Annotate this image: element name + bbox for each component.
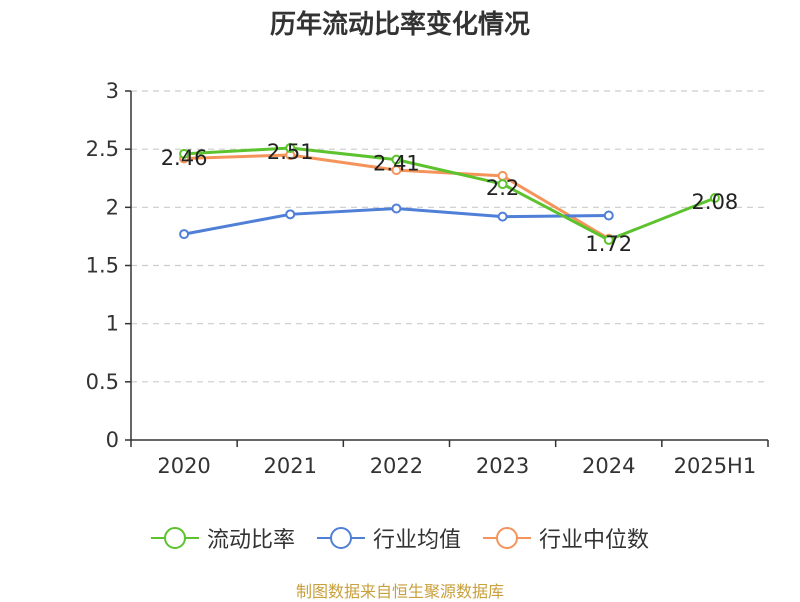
legend-item-industry-median[interactable]: 行业中位数	[483, 522, 649, 554]
data-label: 2.2	[486, 176, 519, 200]
data-point	[285, 143, 296, 154]
x-tick-label: 2023	[476, 454, 529, 478]
data-source-note: 制图数据来自恒生聚源数据库	[295, 582, 504, 601]
y-tick-label: 2.5	[86, 137, 119, 161]
data-point	[603, 210, 614, 221]
legend-line-icon	[316, 525, 365, 551]
data-label: 2.46	[161, 146, 208, 170]
data-point	[391, 154, 402, 165]
legend-label: 流动比率	[206, 528, 295, 553]
legend-item-industry-mean[interactable]: 行业均值	[316, 522, 461, 554]
legend-label: 行业中位数	[539, 528, 650, 553]
y-tick-label: 2	[106, 195, 119, 219]
data-label: 2.08	[692, 190, 739, 214]
data-point	[709, 193, 720, 204]
grid-lines	[131, 90, 768, 383]
data-point	[497, 211, 508, 222]
data-label: 2.41	[373, 152, 420, 176]
series-lines	[179, 143, 720, 245]
data-point	[391, 165, 402, 176]
x-tick-label: 2020	[157, 454, 210, 478]
data-point	[391, 203, 402, 214]
chart-title: 历年流动比率变化情况	[269, 10, 530, 40]
x-tick-label: 2024	[582, 454, 635, 478]
data-point	[179, 229, 190, 240]
y-tick-label: 3	[106, 79, 119, 103]
x-tick-label: 2022	[370, 454, 423, 478]
data-labels: 2.46 2.51 2.41 2.2 1.72 2.08	[161, 140, 739, 256]
data-label: 2.51	[267, 140, 314, 164]
legend-line-icon	[150, 525, 199, 551]
x-tick-label: 2025H1	[674, 454, 757, 478]
y-tick-label: 0	[106, 428, 119, 452]
y-tick-label: 1.5	[86, 254, 119, 278]
legend: 流动比率 行业均值 行业中位数	[0, 522, 800, 554]
data-label: 1.72	[585, 232, 632, 256]
x-tick-label: 2021	[264, 454, 317, 478]
y-tick-label: 1	[106, 312, 119, 336]
axes: 0 0.5 1 1.5 2 2.5 3 2020 2021 2022 2023 2024 2025H1	[86, 79, 769, 478]
legend-item-current-ratio[interactable]: 流动比率	[150, 522, 295, 554]
data-point	[497, 179, 508, 190]
data-point	[285, 209, 296, 220]
legend-label: 行业均值	[372, 528, 461, 553]
y-tick-label: 0.5	[86, 370, 119, 394]
data-point	[603, 234, 614, 245]
data-point	[179, 148, 190, 159]
series-line	[184, 146, 716, 242]
legend-line-icon	[483, 525, 531, 551]
